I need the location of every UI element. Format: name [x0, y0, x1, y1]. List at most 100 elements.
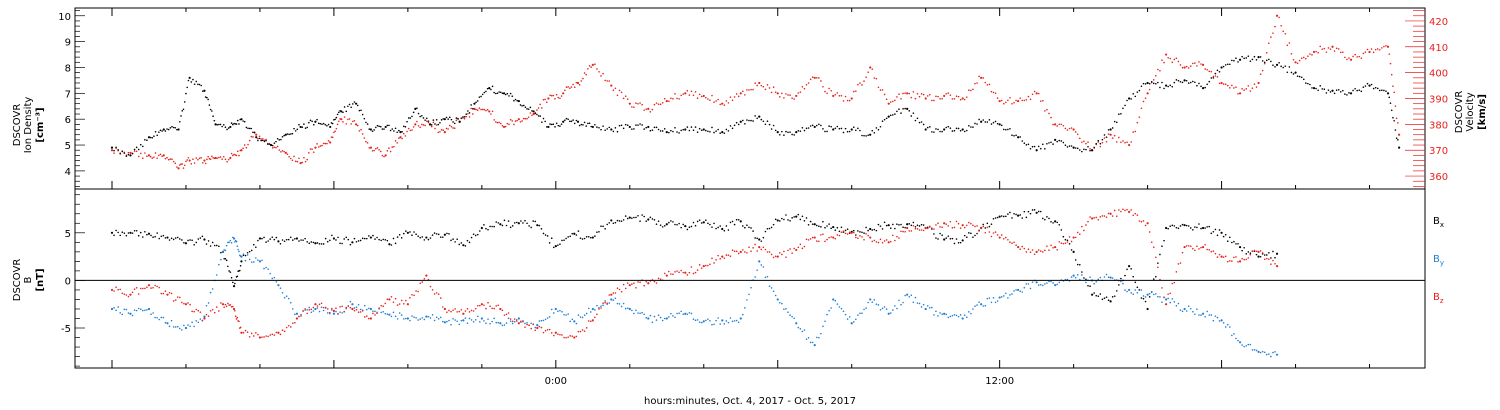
data-point	[968, 124, 970, 127]
data-point	[1052, 246, 1054, 249]
data-point	[902, 92, 904, 95]
data-point	[1161, 81, 1163, 84]
data-point	[152, 312, 154, 314]
data-point	[384, 312, 387, 315]
data-point	[162, 128, 165, 131]
data-point	[1358, 55, 1361, 58]
data-point	[425, 315, 428, 318]
data-point	[815, 336, 818, 339]
data-point	[972, 126, 974, 128]
data-point	[818, 336, 820, 339]
data-point	[326, 312, 329, 314]
data-point	[391, 128, 394, 130]
data-point	[1046, 282, 1048, 284]
data-point	[1076, 231, 1079, 234]
data-point	[690, 312, 693, 315]
data-point	[221, 125, 223, 128]
data-point	[581, 316, 584, 319]
data-point	[1270, 263, 1272, 265]
data-point	[199, 318, 202, 320]
data-point	[959, 98, 962, 101]
data-point	[411, 234, 413, 237]
data-point	[881, 89, 884, 91]
data-point	[1033, 145, 1036, 148]
data-point	[495, 221, 498, 223]
data-point	[516, 119, 518, 122]
data-point	[774, 218, 777, 221]
data-point	[963, 226, 966, 229]
data-point	[480, 303, 483, 306]
data-point	[758, 115, 761, 118]
data-point	[912, 112, 915, 114]
data-point	[947, 235, 950, 237]
data-point	[762, 266, 765, 268]
data-point	[1290, 53, 1293, 55]
data-point	[1054, 284, 1057, 287]
data-point	[316, 305, 319, 307]
data-point	[912, 224, 915, 227]
data-point	[569, 335, 572, 337]
data-point	[885, 239, 888, 241]
data-point	[867, 301, 869, 304]
data-point	[517, 222, 520, 225]
data-point	[349, 300, 352, 303]
data-point	[1056, 283, 1058, 286]
data-point	[898, 237, 900, 239]
data-point	[939, 226, 941, 228]
data-point	[1126, 208, 1128, 211]
data-point	[639, 312, 641, 315]
data-point	[412, 111, 415, 114]
data-point	[600, 307, 602, 309]
data-point	[1263, 258, 1266, 261]
data-point	[1253, 55, 1256, 58]
data-point	[803, 129, 806, 132]
data-point	[1093, 146, 1095, 149]
data-point	[552, 94, 555, 97]
data-point	[1196, 84, 1198, 87]
data-point	[626, 98, 629, 100]
data-point	[1120, 112, 1122, 115]
data-point	[146, 139, 148, 142]
data-point	[721, 227, 724, 231]
data-point	[1298, 59, 1301, 62]
data-point	[970, 89, 972, 92]
data-point	[1146, 293, 1149, 296]
data-point	[834, 93, 837, 96]
data-point	[207, 240, 210, 242]
data-point	[583, 121, 586, 124]
data-point	[398, 129, 400, 132]
data-point	[957, 95, 960, 98]
data-point	[302, 239, 304, 241]
data-point	[680, 226, 682, 229]
data-point	[955, 95, 958, 98]
data-point	[480, 317, 483, 320]
data-point	[1255, 250, 1258, 253]
data-point	[258, 260, 262, 263]
data-point	[413, 316, 415, 318]
data-point	[404, 135, 407, 137]
data-point	[731, 220, 734, 223]
data-point	[1272, 32, 1274, 34]
data-point	[1058, 123, 1061, 126]
data-point	[711, 257, 713, 260]
data-point	[161, 155, 163, 157]
data-point	[733, 223, 736, 226]
data-point	[1383, 45, 1385, 48]
data-point	[326, 142, 328, 145]
data-point	[1039, 283, 1042, 286]
data-point	[172, 126, 175, 129]
data-point	[928, 93, 931, 96]
data-point	[452, 127, 454, 129]
data-point	[643, 284, 645, 287]
data-point	[1044, 147, 1046, 150]
data-point	[201, 319, 204, 322]
data-point	[1388, 96, 1391, 99]
data-point	[491, 320, 493, 323]
data-point	[1389, 102, 1392, 104]
data-point	[663, 224, 666, 227]
data-point	[875, 77, 878, 80]
bottom-tick-label: 0	[65, 276, 71, 287]
data-point	[242, 253, 245, 255]
data-point	[912, 221, 915, 224]
data-point	[401, 137, 403, 140]
